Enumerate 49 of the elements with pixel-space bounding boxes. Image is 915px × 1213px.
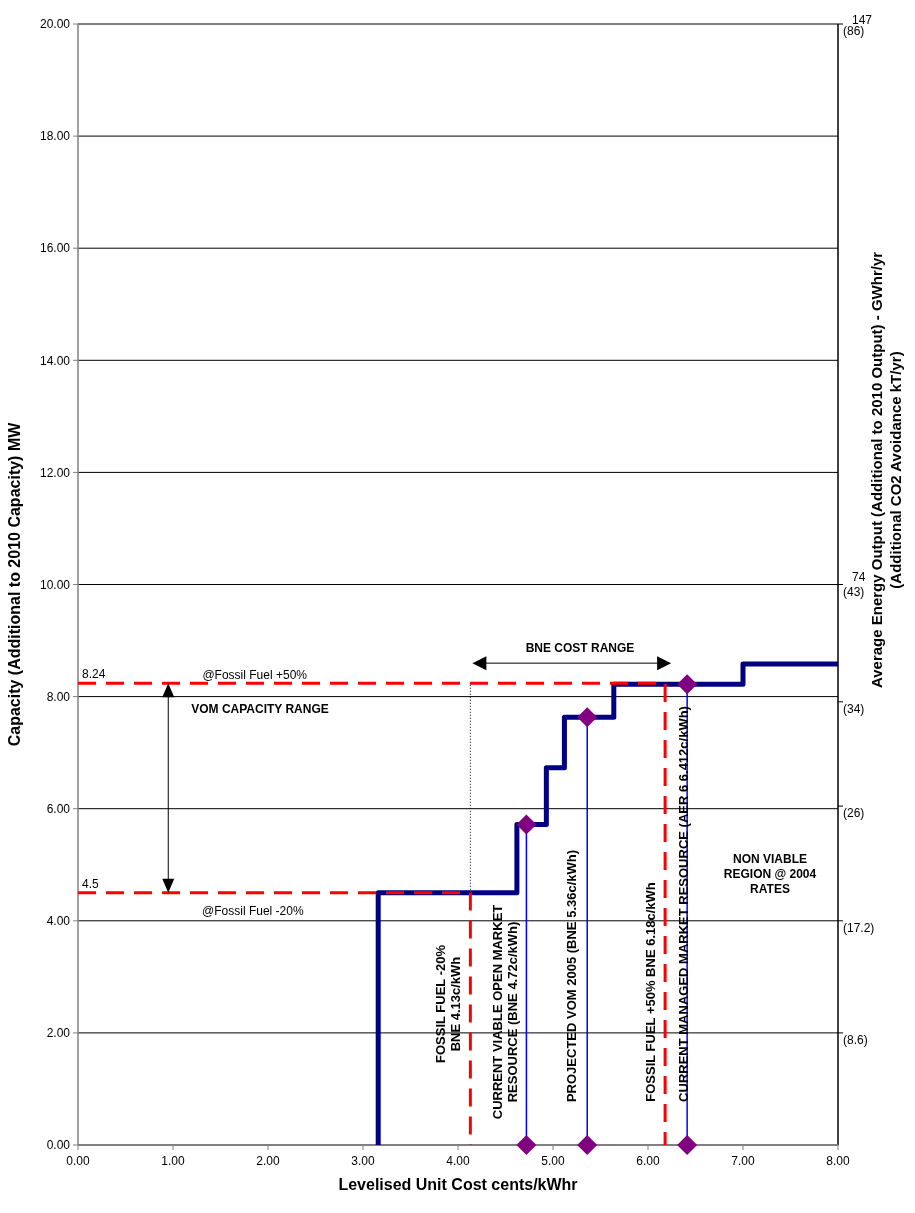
x-tick-label: 8.00 [826,1154,850,1168]
y3-axis-title: Average Energy Output (Additional to 2010 Output) - GWhr/yr [868,251,885,689]
y-axis-title: Capacity (Additional to 2010 Capacity) MW [6,421,23,747]
x-tick-label: 3.00 [351,1154,375,1168]
x-tick-label: 4.00 [446,1154,470,1168]
y-tick-label: 0.00 [46,1138,71,1153]
y-tick-label: 18.00 [39,129,71,144]
y-tick-label: 10.00 [39,577,71,592]
y-tick-label: 2.00 [46,1026,71,1041]
y-tick-label: 12.00 [39,465,71,480]
annotation: FOSSIL FUEL +50% BNE 6.18c/kWh [642,882,658,1102]
annotation: NON VIABLE REGION @ 2004 RATES [723,852,817,897]
y-tick-label: 6.00 [46,801,71,816]
annotation: PROJECTED VOM 2005 (BNE 5.36c/kWh) [563,849,579,1103]
point [577,1135,598,1155]
annotation: VOM CAPACITY RANGE [191,702,329,717]
x-tick-label: 2.00 [256,1154,280,1168]
x-tick-label: 0.00 [66,1154,90,1168]
point [516,1135,537,1155]
y-tick-label: 20.00 [39,17,71,32]
annotation: @Fossil Fuel -20% [202,903,304,918]
point [577,707,598,728]
x-tick-label: 1.00 [161,1154,185,1168]
y3-tick-label: 74 [852,569,866,584]
y2-axis-title: (Additional CO2 Avoidance kT/yr) [887,351,904,589]
point [516,814,537,835]
y2-tick-label: (26) [843,806,865,821]
annotation: CURRENT MANAGED MARKET RESOURCE (AER 6 6.412c/kWh) [675,706,691,1102]
annotation: CURRENT VIABLE OPEN MARKET RESOURCE (BNE 4.72c/kWh) [490,904,521,1120]
y2-tick-label: (43) [843,584,865,599]
x-tick-label: 5.00 [541,1154,565,1168]
annotation: @Fossil Fuel +50% [202,668,308,683]
y2-tick-label: (34) [843,702,865,717]
y2-tick-label: (17.2) [843,921,875,935]
y-tick-label: 4.00 [46,914,71,928]
y-tick-label: 16.00 [39,241,71,256]
annotation: FOSSIL FUEL -20% BNE 4.13c/kWh [433,944,464,1063]
y-tick-label: 8.00 [46,689,71,704]
y2-tick-label: (86) [843,24,865,39]
annotation: 4.5 [82,876,100,891]
x-tick-label: 7.00 [731,1154,755,1168]
x-axis-title: Levelised Unit Cost cents/kWhr [338,1176,578,1193]
annotation: 8.24 [82,667,106,682]
x-tick-label: 6.00 [636,1154,660,1168]
point [677,674,698,695]
y-tick-label: 14.00 [39,353,71,368]
annotation: BNE COST RANGE [525,641,635,656]
y2-tick-label: (8.6) [843,1033,868,1048]
point [677,1135,698,1155]
